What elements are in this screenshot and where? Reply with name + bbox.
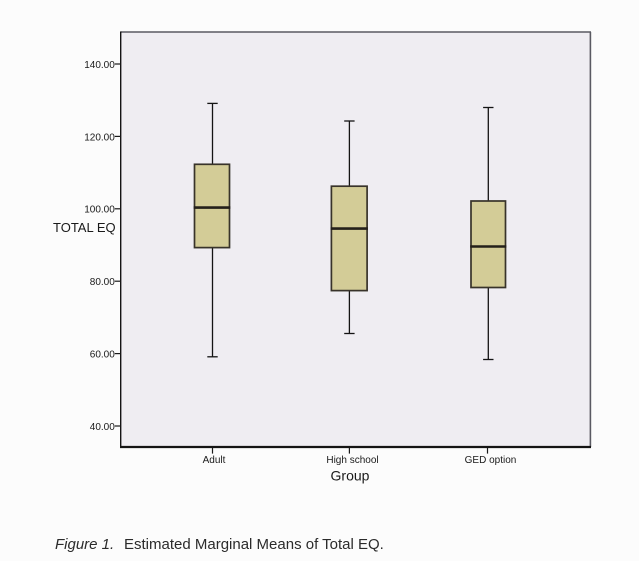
svg-text:Group: Group [331,468,370,484]
svg-text:GED option: GED option [465,455,517,466]
svg-text:60.00: 60.00 [90,350,115,361]
svg-text:Figure 1.Estimated Marginal Me: Figure 1. Estimated Marginal Means of Tot… [55,536,384,553]
svg-text:TOTAL EQ: TOTAL EQ [53,220,116,235]
svg-text:140.00: 140.00 [84,60,115,71]
svg-text:40.00: 40.00 [90,422,115,433]
svg-text:High school: High school [326,455,378,466]
svg-text:120.00: 120.00 [84,132,115,143]
svg-text:80.00: 80.00 [90,277,115,288]
svg-text:Adult: Adult [203,455,226,466]
svg-text:100.00: 100.00 [84,205,115,216]
